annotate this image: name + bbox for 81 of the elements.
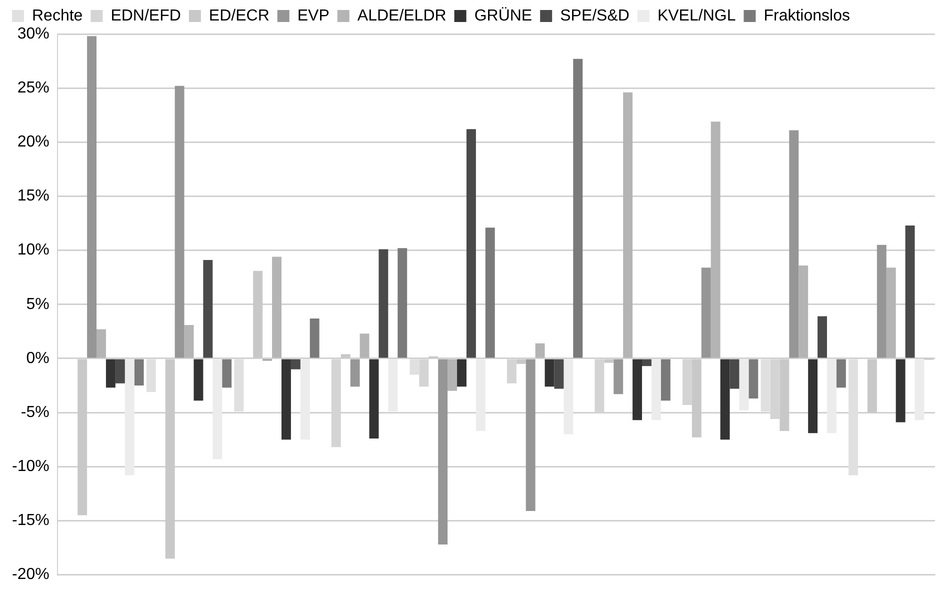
bar (466, 129, 476, 358)
bar (632, 359, 642, 420)
legend-label: GRÜNE (474, 6, 532, 24)
y-tick-label: 15% (17, 188, 50, 205)
bar (848, 359, 858, 476)
bar (350, 359, 360, 387)
bar (203, 260, 213, 358)
legend-label: SPE/S&D (560, 7, 630, 24)
bar (290, 359, 300, 370)
bar (564, 359, 574, 434)
bar (535, 343, 545, 358)
legend-label: Fraktionslos (764, 7, 850, 24)
bar (272, 256, 282, 358)
y-tick-label: 0% (26, 350, 50, 367)
bar (146, 359, 156, 392)
bar (476, 359, 486, 431)
y-tick-label: -20% (12, 566, 50, 584)
bar (896, 359, 906, 422)
y-tick-label: 10% (17, 242, 50, 259)
bar (730, 359, 740, 389)
bar (398, 248, 408, 358)
bar (87, 36, 97, 358)
bar (526, 359, 536, 511)
bar (836, 359, 846, 388)
y-tick-label: 5% (26, 296, 50, 313)
bar (212, 359, 222, 460)
bar (448, 359, 458, 391)
bar (134, 359, 144, 386)
bar (798, 265, 808, 358)
bar (876, 244, 886, 358)
bar (739, 359, 749, 410)
bar (789, 130, 799, 358)
bar (748, 359, 758, 398)
bar (623, 92, 633, 358)
y-tick-label: 25% (17, 79, 50, 96)
bar (905, 225, 915, 358)
bar (485, 228, 495, 358)
bar (886, 268, 896, 358)
bar (378, 249, 388, 358)
bar (914, 359, 924, 420)
legend-label: EDN/EFD (110, 7, 181, 24)
bar (115, 359, 125, 384)
bar (234, 359, 244, 412)
bar (614, 359, 624, 394)
bar (438, 359, 448, 545)
bar (96, 329, 106, 358)
y-tick-label: -5% (20, 404, 50, 421)
legend-label: EVP (297, 7, 330, 24)
bar (106, 359, 116, 388)
bar (554, 359, 564, 389)
bar (388, 359, 398, 412)
legend-label: KVEL/NGL (657, 7, 736, 24)
bar (184, 324, 194, 358)
legend-label: ED/ECR (208, 7, 270, 24)
y-tick-label: 20% (17, 134, 50, 151)
bar (818, 316, 827, 358)
bar (222, 359, 232, 388)
bar (642, 359, 652, 366)
y-tick-label: 30% (17, 25, 50, 42)
bar (281, 359, 291, 440)
bar (573, 58, 583, 358)
legend-label: Rechte (32, 7, 83, 24)
bar (124, 359, 134, 476)
bar (300, 359, 310, 440)
bar (360, 334, 370, 358)
y-tick-label: -10% (12, 458, 50, 476)
bar (369, 359, 379, 439)
bar (710, 122, 720, 358)
bar (720, 359, 730, 440)
bar (457, 359, 466, 387)
y-tick-label: -15% (12, 512, 50, 530)
bar (194, 359, 204, 401)
bar (544, 359, 554, 387)
bar (174, 86, 184, 358)
bar (310, 318, 320, 358)
bar (808, 359, 818, 434)
bar (701, 268, 711, 358)
bar (660, 359, 670, 401)
bar (827, 359, 836, 434)
legend-label: ALDE/ELDR (357, 7, 446, 24)
bar (651, 359, 661, 420)
